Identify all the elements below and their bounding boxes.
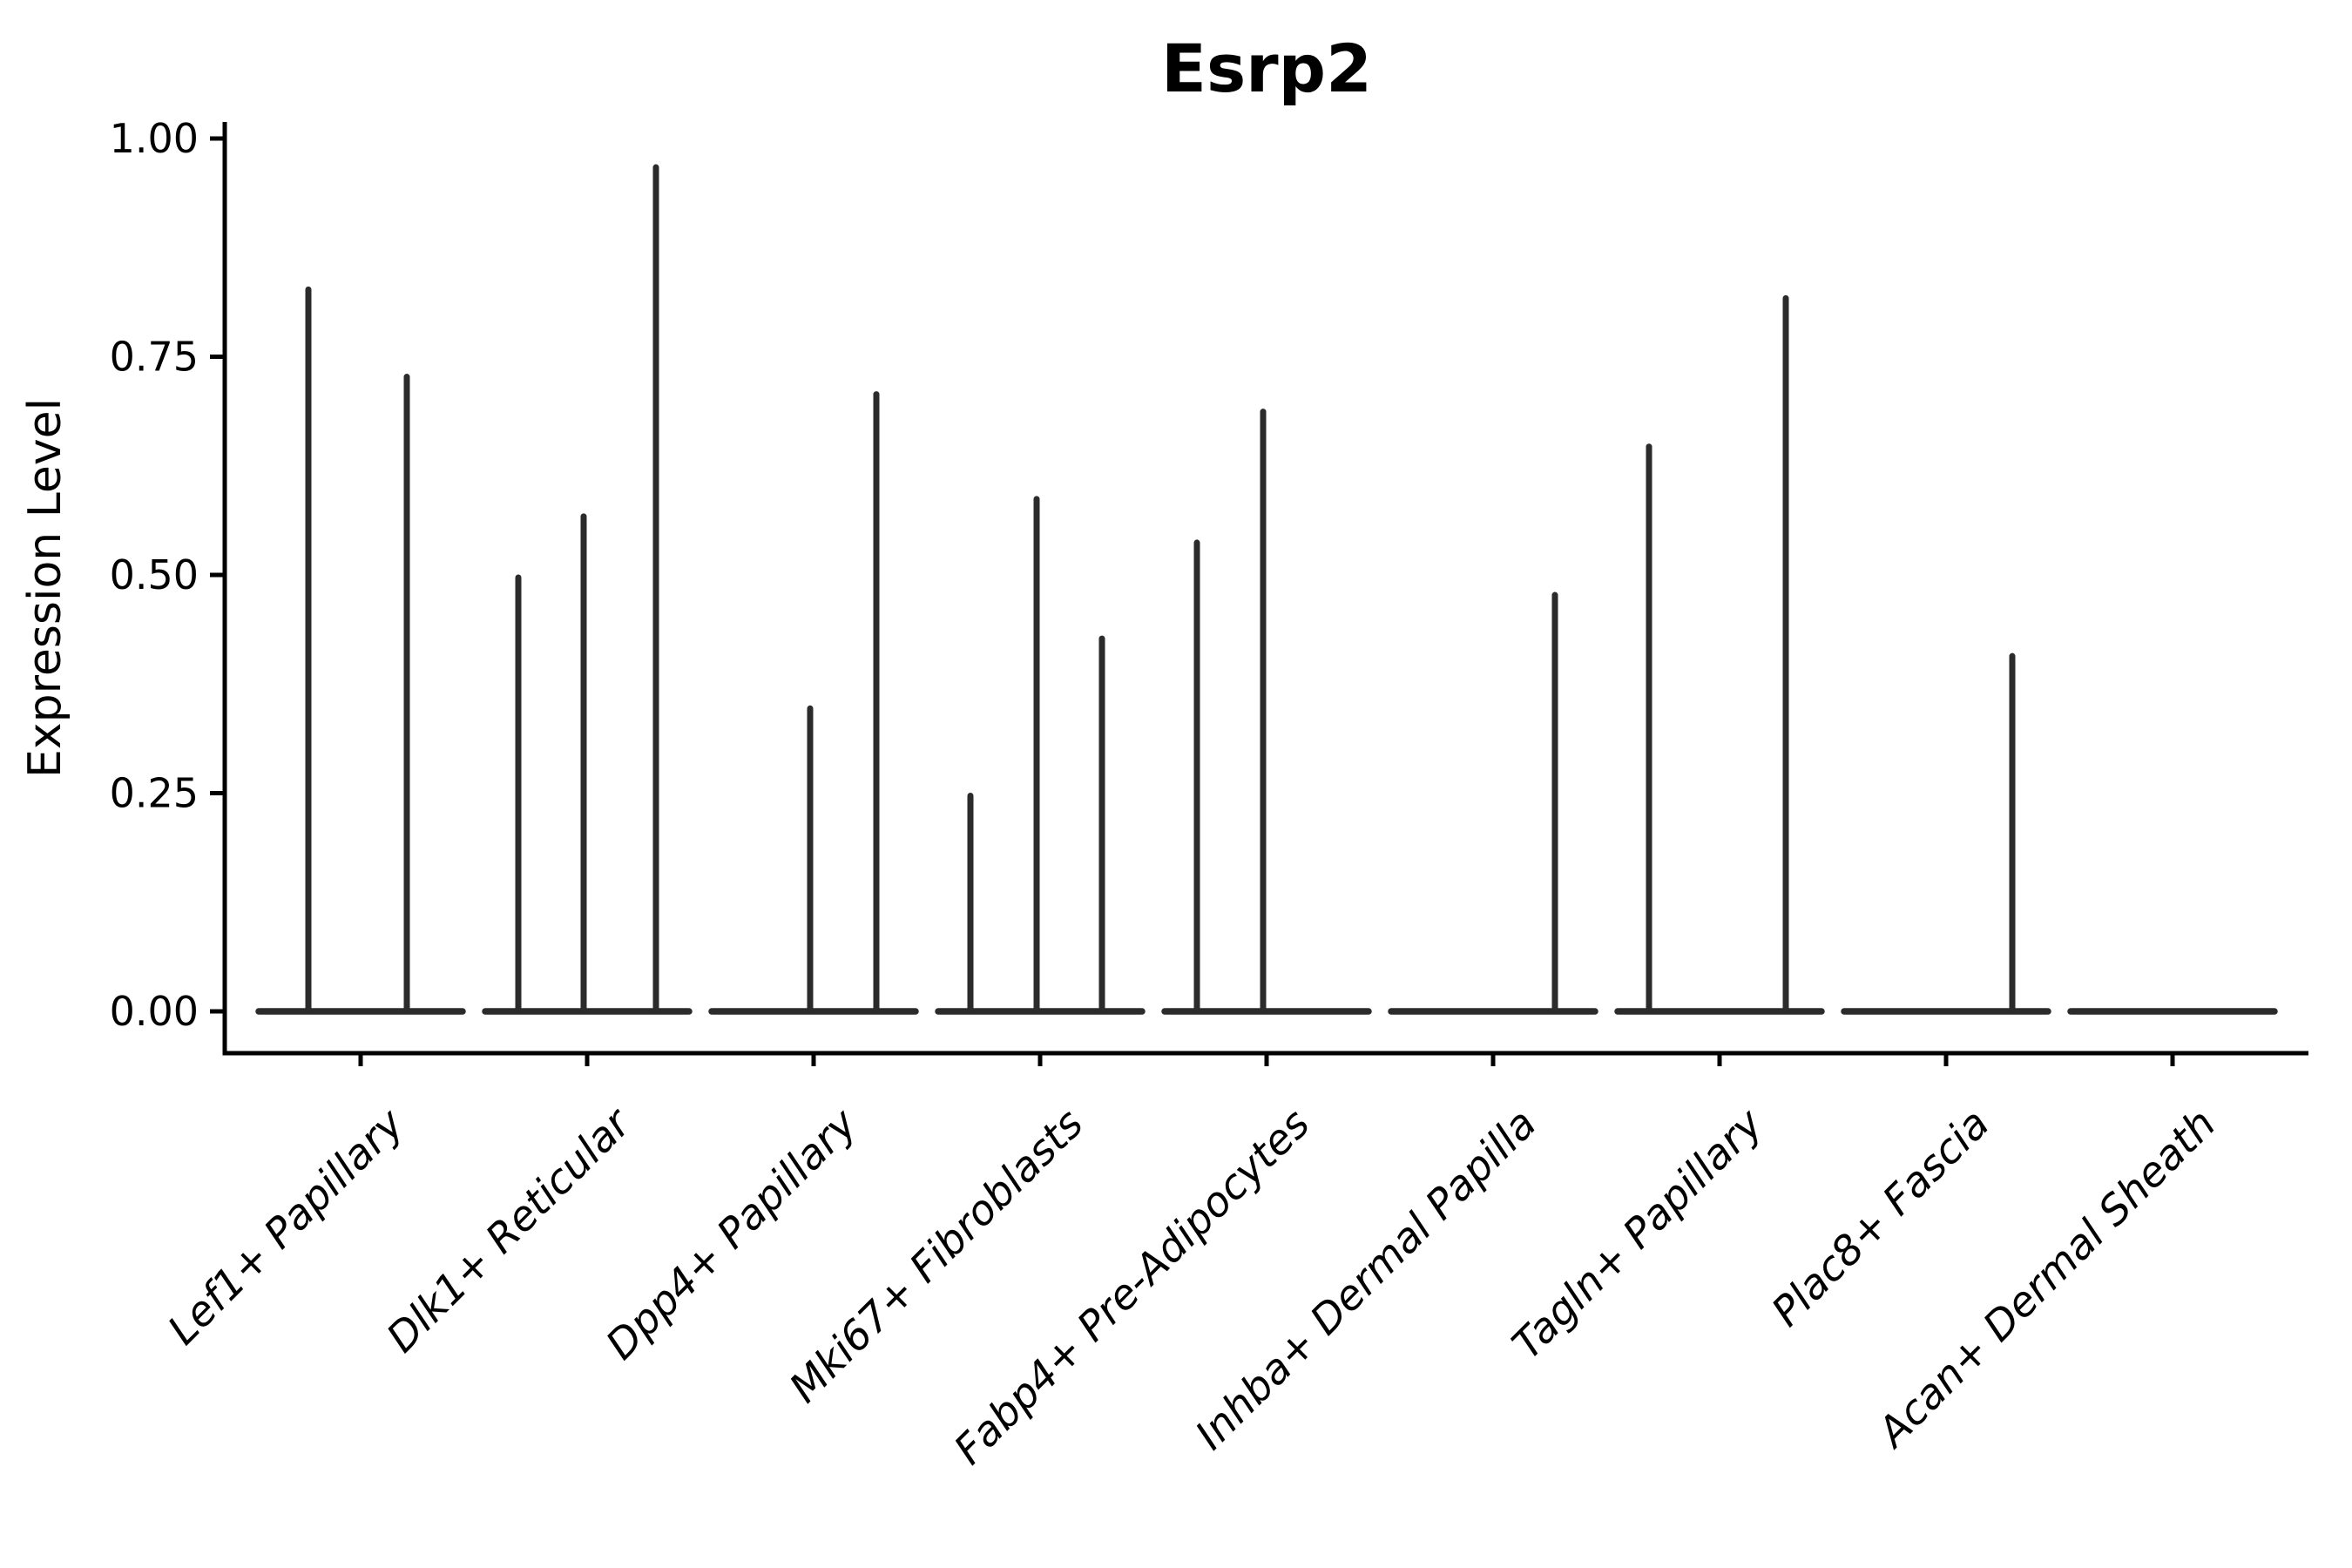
x-tick-label: Dlk1+ Reticular [378, 1098, 642, 1362]
x-tick-label: Tagln+ Papillary [1504, 1099, 1774, 1369]
axis-spines [222, 122, 2308, 1056]
y-tick-label: 0.25 [110, 770, 199, 817]
y-tick-label: 0.75 [110, 334, 199, 381]
y-tick-label: 0.50 [110, 551, 199, 598]
x-tick-label: Dpp4+ Papillary [597, 1099, 867, 1369]
x-tick-label: Plac8+ Fascia [1762, 1100, 1998, 1336]
y-tick-label: 0.00 [110, 988, 199, 1035]
chart-title: Esrp2 [1161, 30, 1372, 107]
x-tick-label: Fabp4+ Pre-Adipocytes [945, 1100, 1319, 1474]
y-tick-label: 1.00 [110, 115, 199, 162]
x-tick-label: Lef1+ Papillary [159, 1099, 414, 1355]
